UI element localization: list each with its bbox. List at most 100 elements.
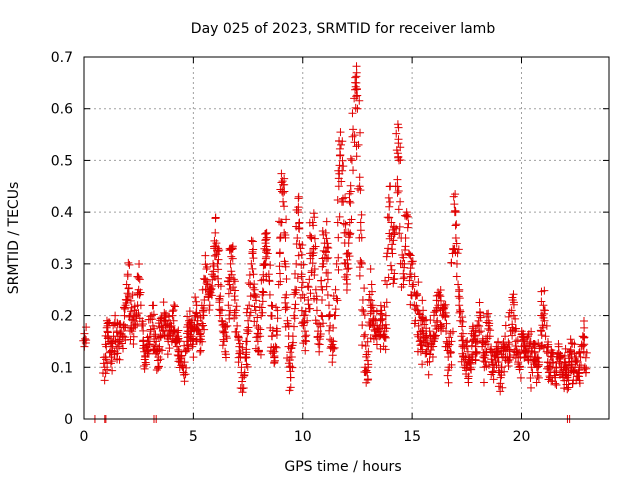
data-point bbox=[413, 330, 422, 339]
data-point bbox=[344, 228, 353, 237]
data-point bbox=[538, 321, 547, 330]
data-point bbox=[364, 360, 373, 369]
data-point bbox=[346, 181, 355, 190]
data-point bbox=[222, 332, 231, 341]
data-point bbox=[102, 323, 111, 332]
data-point bbox=[206, 288, 215, 297]
data-point bbox=[451, 190, 460, 199]
data-point bbox=[215, 246, 224, 255]
data-point bbox=[541, 332, 550, 341]
data-point bbox=[382, 298, 391, 307]
data-point bbox=[498, 383, 507, 392]
data-point bbox=[383, 213, 392, 222]
data-point bbox=[288, 363, 297, 372]
data-point bbox=[201, 275, 210, 284]
data-point bbox=[205, 306, 214, 315]
data-point bbox=[395, 222, 404, 231]
data-point bbox=[356, 218, 365, 227]
data-point bbox=[272, 343, 281, 352]
data-point bbox=[298, 278, 307, 287]
data-point bbox=[216, 292, 225, 301]
data-point bbox=[275, 217, 284, 226]
data-point bbox=[367, 320, 376, 329]
data-point bbox=[381, 320, 390, 329]
data-point bbox=[322, 234, 331, 243]
data-point bbox=[392, 129, 401, 138]
data-point bbox=[551, 379, 560, 388]
data-point bbox=[405, 276, 414, 285]
data-point bbox=[444, 366, 453, 375]
data-point bbox=[540, 306, 549, 315]
data-point bbox=[334, 253, 343, 262]
y-tick-label: 0.1 bbox=[51, 360, 73, 376]
data-point bbox=[410, 272, 419, 281]
data-point bbox=[394, 135, 403, 144]
data-point bbox=[161, 316, 170, 325]
data-point bbox=[239, 383, 248, 392]
data-point bbox=[221, 350, 230, 359]
data-point bbox=[456, 307, 465, 316]
data-point bbox=[250, 302, 259, 311]
data-point bbox=[357, 210, 366, 219]
data-point bbox=[334, 265, 343, 274]
data-point bbox=[203, 263, 212, 272]
data-point bbox=[388, 240, 397, 249]
data-point bbox=[140, 364, 149, 373]
data-point bbox=[393, 175, 402, 184]
data-point bbox=[345, 197, 354, 206]
data-point bbox=[579, 341, 588, 350]
data-point bbox=[256, 325, 265, 334]
data-point bbox=[207, 284, 216, 293]
data-point bbox=[214, 255, 223, 264]
data-point bbox=[243, 362, 252, 371]
data-point bbox=[335, 212, 344, 221]
data-point bbox=[240, 368, 249, 377]
data-point bbox=[294, 251, 303, 260]
data-point bbox=[280, 174, 289, 183]
data-point bbox=[452, 259, 461, 268]
data-point bbox=[323, 239, 332, 248]
data-point bbox=[346, 154, 355, 163]
data-point bbox=[241, 350, 250, 359]
data-point bbox=[471, 349, 480, 358]
data-point bbox=[367, 296, 376, 305]
y-tick-label: 0.5 bbox=[51, 153, 73, 169]
data-point bbox=[331, 285, 340, 294]
data-point bbox=[270, 351, 279, 360]
data-point bbox=[275, 248, 284, 257]
data-point bbox=[477, 327, 486, 336]
data-point bbox=[182, 346, 191, 355]
data-point bbox=[458, 313, 467, 322]
data-point bbox=[228, 242, 237, 251]
data-point bbox=[261, 236, 270, 245]
data-point bbox=[564, 383, 573, 392]
data-point bbox=[418, 326, 427, 335]
data-point bbox=[358, 321, 367, 330]
data-point bbox=[443, 371, 452, 380]
data-point bbox=[504, 312, 513, 321]
data-point bbox=[141, 351, 150, 360]
data-point bbox=[229, 283, 238, 292]
data-point bbox=[534, 353, 543, 362]
data-point bbox=[241, 354, 250, 363]
data-point bbox=[124, 292, 133, 301]
data-point bbox=[312, 306, 321, 315]
data-point bbox=[311, 242, 320, 251]
data-point bbox=[341, 220, 350, 229]
data-point bbox=[120, 323, 129, 332]
data-point bbox=[297, 272, 306, 281]
data-point bbox=[104, 333, 113, 342]
data-point bbox=[159, 326, 168, 335]
data-point bbox=[117, 339, 126, 348]
data-point bbox=[533, 354, 542, 363]
data-point bbox=[231, 286, 240, 295]
data-point bbox=[536, 326, 545, 335]
data-point bbox=[209, 272, 218, 281]
data-point bbox=[159, 298, 168, 307]
data-point bbox=[305, 275, 314, 284]
data-point bbox=[526, 373, 535, 382]
data-point bbox=[318, 296, 327, 305]
data-point bbox=[487, 345, 496, 354]
data-point bbox=[552, 381, 561, 390]
